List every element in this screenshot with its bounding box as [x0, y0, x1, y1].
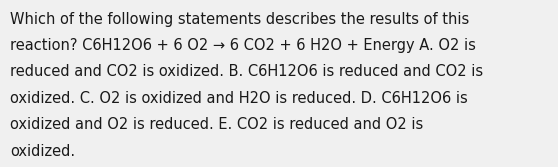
Text: oxidized and O2 is reduced. E. CO2 is reduced and O2 is: oxidized and O2 is reduced. E. CO2 is re…: [10, 117, 424, 132]
Text: oxidized.: oxidized.: [10, 144, 75, 159]
Text: reduced and CO2 is oxidized. B. C6H12O6 is reduced and CO2 is: reduced and CO2 is oxidized. B. C6H12O6 …: [10, 64, 483, 79]
Text: reaction? C6H12O6 + 6 O2 → 6 CO2 + 6 H2O + Energy A. O2 is: reaction? C6H12O6 + 6 O2 → 6 CO2 + 6 H2O…: [10, 38, 476, 53]
Text: oxidized. C. O2 is oxidized and H2O is reduced. D. C6H12O6 is: oxidized. C. O2 is oxidized and H2O is r…: [10, 91, 468, 106]
Text: Which of the following statements describes the results of this: Which of the following statements descri…: [10, 12, 469, 27]
